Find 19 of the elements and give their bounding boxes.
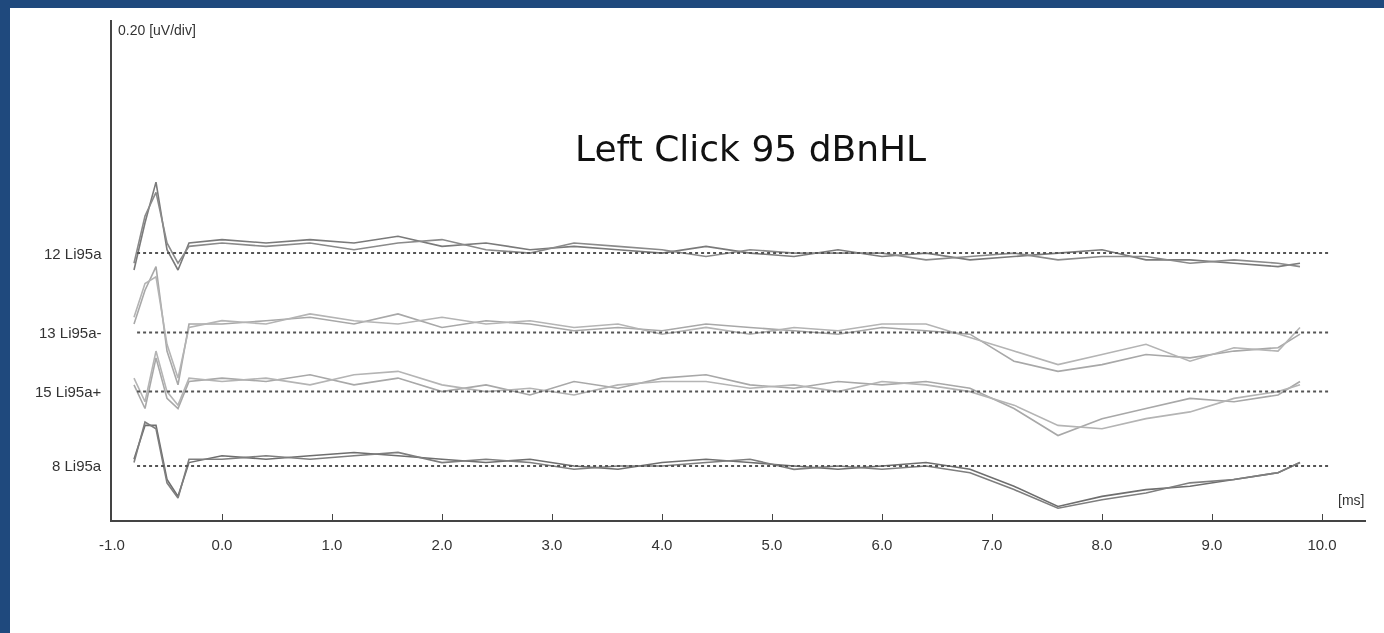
x-tick-label: -1.0 [99,536,125,553]
x-tick-label: 3.0 [541,536,563,553]
x-tick-label: 2.0 [431,536,453,553]
x-axis-title: [ms] [1338,492,1365,508]
x-tick-label: 7.0 [981,536,1003,553]
x-tick-label: 1.0 [321,536,343,553]
x-tick-label: 5.0 [761,536,783,553]
x-tick-label: 6.0 [871,536,893,553]
x-tick-label: 9.0 [1201,536,1223,553]
ref-line-label: 13 Li95a- [39,324,102,341]
text: 0.20 [uV/div] [118,22,196,38]
x-tick-label: 0.0 [211,536,233,553]
ref-line-label: 12 Li95a [44,245,103,262]
ref-line-label: 15 Li95a+ [35,383,102,400]
x-tick-label: 4.0 [651,536,673,553]
ref-line-label: 8 Li95a [52,457,102,474]
chart-title: Left Click 95 dBnHL [575,127,927,169]
x-tick-label: 8.0 [1091,536,1113,553]
x-tick-label: 10.0 [1307,536,1337,553]
